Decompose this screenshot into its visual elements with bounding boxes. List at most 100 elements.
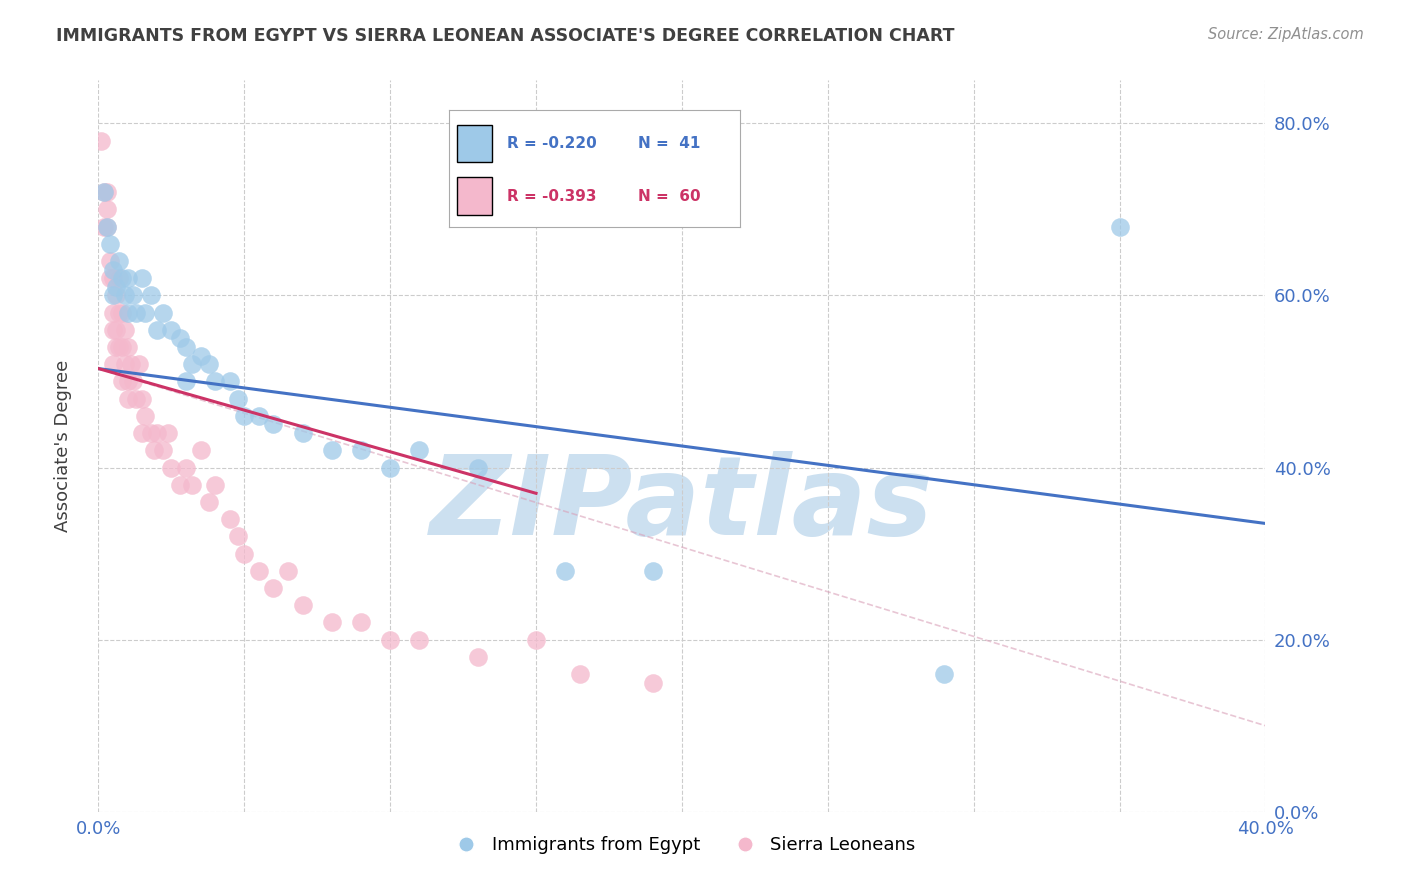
Point <box>169 477 191 491</box>
Point <box>98 254 121 268</box>
Point <box>408 443 430 458</box>
Point <box>568 667 591 681</box>
Point <box>101 357 124 371</box>
Point <box>98 236 121 251</box>
Point <box>467 649 489 664</box>
Point <box>218 375 240 389</box>
Point <box>104 280 127 294</box>
Point <box>218 512 240 526</box>
Text: IMMIGRANTS FROM EGYPT VS SIERRA LEONEAN ASSOCIATE'S DEGREE CORRELATION CHART: IMMIGRANTS FROM EGYPT VS SIERRA LEONEAN … <box>56 27 955 45</box>
Point <box>321 443 343 458</box>
Point <box>111 305 134 319</box>
Point <box>198 357 221 371</box>
Point <box>117 375 139 389</box>
Point <box>554 564 576 578</box>
Point <box>180 357 202 371</box>
Point <box>1108 219 1130 234</box>
Point <box>169 331 191 345</box>
Point <box>96 219 118 234</box>
Point <box>247 564 270 578</box>
Point <box>108 271 131 285</box>
Point <box>228 392 250 406</box>
Point <box>262 581 284 595</box>
Point <box>277 564 299 578</box>
Text: Associate's Degree: Associate's Degree <box>55 359 72 533</box>
Point <box>128 357 150 371</box>
Point <box>117 271 139 285</box>
Point <box>139 426 162 441</box>
Text: ZIPatlas: ZIPatlas <box>430 451 934 558</box>
Point <box>180 477 202 491</box>
Point <box>114 357 136 371</box>
Point <box>134 409 156 423</box>
Point <box>125 392 148 406</box>
Point <box>108 340 131 354</box>
Point <box>120 357 142 371</box>
Point <box>131 271 153 285</box>
Point <box>321 615 343 630</box>
Point <box>262 417 284 432</box>
Point <box>174 340 197 354</box>
Point <box>101 305 124 319</box>
Point <box>114 288 136 302</box>
Point <box>122 375 145 389</box>
Point <box>142 443 165 458</box>
Point <box>157 426 180 441</box>
Point <box>174 460 197 475</box>
Point <box>190 349 212 363</box>
Point <box>152 443 174 458</box>
Point <box>104 340 127 354</box>
Point <box>350 443 373 458</box>
Point <box>139 288 162 302</box>
Point <box>111 271 134 285</box>
Point <box>93 185 115 199</box>
Point <box>108 254 131 268</box>
Point <box>291 598 314 612</box>
Point <box>104 288 127 302</box>
Point <box>291 426 314 441</box>
Point <box>117 340 139 354</box>
Point <box>125 305 148 319</box>
Point <box>96 202 118 217</box>
Point <box>204 375 226 389</box>
Point <box>152 305 174 319</box>
Point <box>380 460 402 475</box>
Point <box>101 288 124 302</box>
Point <box>641 675 664 690</box>
Point <box>134 305 156 319</box>
Point <box>93 185 115 199</box>
Point <box>247 409 270 423</box>
Point <box>117 305 139 319</box>
Text: Source: ZipAtlas.com: Source: ZipAtlas.com <box>1208 27 1364 42</box>
Point <box>146 426 169 441</box>
Point <box>160 323 183 337</box>
Point <box>108 305 131 319</box>
Point <box>96 185 118 199</box>
Point <box>146 323 169 337</box>
Point <box>190 443 212 458</box>
Point <box>131 426 153 441</box>
Point <box>114 323 136 337</box>
Legend: Immigrants from Egypt, Sierra Leoneans: Immigrants from Egypt, Sierra Leoneans <box>441 829 922 861</box>
Point <box>111 375 134 389</box>
Point <box>408 632 430 647</box>
Point <box>160 460 183 475</box>
Point <box>641 564 664 578</box>
Point <box>117 392 139 406</box>
Point <box>131 392 153 406</box>
Point <box>174 375 197 389</box>
Point <box>101 271 124 285</box>
Point <box>101 262 124 277</box>
Point <box>104 323 127 337</box>
Point <box>98 271 121 285</box>
Point <box>524 632 547 647</box>
Point <box>122 288 145 302</box>
Point <box>96 219 118 234</box>
Point <box>467 460 489 475</box>
Point <box>204 477 226 491</box>
Point <box>233 547 256 561</box>
Point <box>934 667 956 681</box>
Point <box>233 409 256 423</box>
Point <box>93 219 115 234</box>
Point <box>90 134 112 148</box>
